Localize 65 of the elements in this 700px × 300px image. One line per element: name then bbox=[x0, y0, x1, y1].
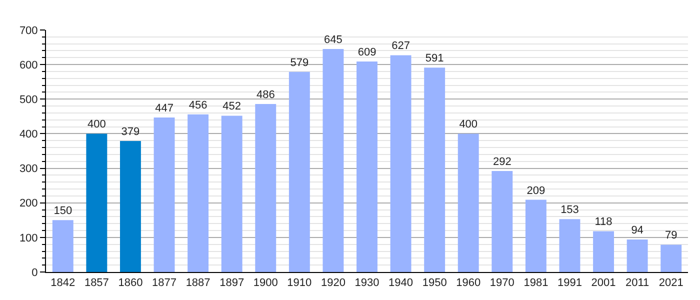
data-label: 118 bbox=[594, 216, 612, 228]
x-tick-label: 1900 bbox=[253, 277, 278, 290]
data-label: 153 bbox=[560, 204, 579, 216]
x-tick-label: 1842 bbox=[50, 277, 76, 290]
bar bbox=[424, 68, 446, 272]
y-tick-label: 100 bbox=[19, 232, 38, 244]
y-tick-label: 300 bbox=[19, 163, 38, 176]
data-label: 645 bbox=[324, 34, 342, 46]
y-tick-label: 600 bbox=[19, 59, 38, 72]
bar bbox=[593, 231, 614, 272]
x-tick-label: 1857 bbox=[84, 277, 109, 290]
x-tick-label: 1930 bbox=[354, 277, 380, 290]
bar bbox=[322, 49, 344, 272]
data-label: 292 bbox=[492, 156, 512, 168]
x-tick-label: 1877 bbox=[152, 277, 176, 290]
data-label: 579 bbox=[290, 56, 309, 69]
data-label: 400 bbox=[88, 118, 106, 131]
x-tick-label: 1887 bbox=[186, 277, 210, 290]
bar bbox=[154, 117, 175, 272]
data-label: 609 bbox=[358, 46, 376, 58]
data-label: 486 bbox=[256, 88, 275, 101]
bar bbox=[288, 72, 310, 272]
bar bbox=[221, 116, 242, 272]
data-label: 400 bbox=[459, 118, 478, 131]
bar bbox=[660, 244, 682, 272]
x-tick-label: 1981 bbox=[524, 277, 548, 290]
bar bbox=[86, 134, 108, 272]
bar bbox=[52, 220, 74, 272]
x-tick-label: 1860 bbox=[118, 277, 143, 290]
data-label: 379 bbox=[121, 126, 140, 138]
y-tick-label: 200 bbox=[19, 198, 38, 210]
data-label: 209 bbox=[526, 184, 546, 197]
bar bbox=[525, 200, 546, 272]
y-tick-label: 0 bbox=[32, 266, 38, 279]
data-label: 452 bbox=[222, 100, 242, 113]
bar bbox=[626, 240, 648, 272]
y-tick-label: 400 bbox=[19, 128, 38, 141]
data-label: 79 bbox=[664, 230, 678, 242]
y-tick-label: 500 bbox=[19, 94, 38, 106]
bar bbox=[458, 134, 479, 272]
data-label: 591 bbox=[425, 52, 444, 65]
x-tick-label: 1960 bbox=[456, 277, 481, 290]
data-label: 456 bbox=[188, 99, 208, 112]
y-tick-label: 700 bbox=[19, 24, 38, 37]
data-label: 627 bbox=[392, 40, 410, 52]
bar bbox=[559, 219, 580, 272]
data-label: 150 bbox=[54, 205, 72, 218]
x-tick-label: 1897 bbox=[220, 277, 244, 290]
x-tick-label: 2011 bbox=[625, 277, 650, 290]
bar bbox=[356, 61, 378, 272]
data-label: 94 bbox=[631, 224, 644, 236]
x-tick-label: 2001 bbox=[591, 277, 616, 290]
data-label: 447 bbox=[155, 102, 174, 114]
bar bbox=[188, 114, 209, 272]
x-tick-label: 1970 bbox=[490, 277, 514, 290]
x-tick-label: 1940 bbox=[388, 277, 414, 290]
bar bbox=[492, 171, 513, 272]
bar bbox=[390, 55, 412, 272]
x-tick-label: 1920 bbox=[320, 277, 346, 290]
bar bbox=[255, 104, 276, 272]
x-tick-label: 2021 bbox=[658, 277, 684, 290]
x-tick-label: 1991 bbox=[558, 277, 582, 290]
x-tick-label: 1950 bbox=[422, 277, 447, 290]
bar bbox=[120, 140, 141, 272]
x-tick-label: 1910 bbox=[287, 277, 312, 290]
